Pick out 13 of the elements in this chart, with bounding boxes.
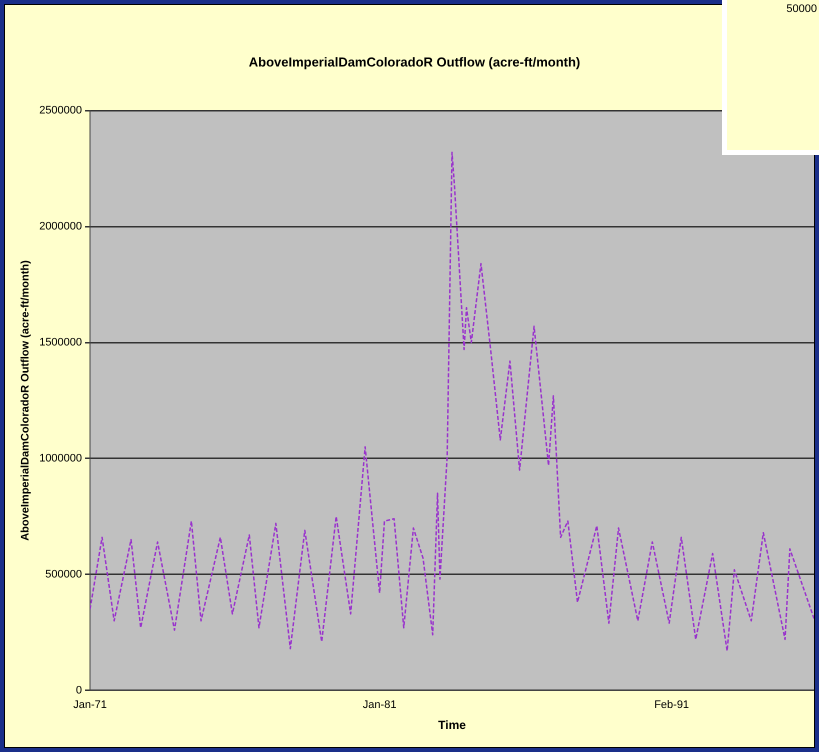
y-tick-label: 1500000: [39, 336, 82, 349]
chart-title: AboveImperialDamColoradoR Outflow (acre-ft/month): [248, 54, 580, 70]
x-axis-title: Time: [438, 718, 466, 732]
panel-fragment: 50000: [722, 0, 819, 155]
y-tick-label: 500000: [45, 568, 82, 580]
y-tick-label: 2000000: [39, 220, 82, 233]
x-tick-label: Feb-91: [654, 699, 690, 712]
y-tick-label: 1000000: [39, 452, 82, 465]
x-tick-label: Jan-81: [362, 699, 396, 712]
y-tick-label: 0: [76, 684, 82, 696]
y-tick-label: 2500000: [39, 104, 82, 117]
y-axis-title: AboveImperialDamColoradoR Outflow (acre-ft/month): [20, 260, 32, 541]
x-tick-label: Jan-71: [73, 699, 107, 712]
